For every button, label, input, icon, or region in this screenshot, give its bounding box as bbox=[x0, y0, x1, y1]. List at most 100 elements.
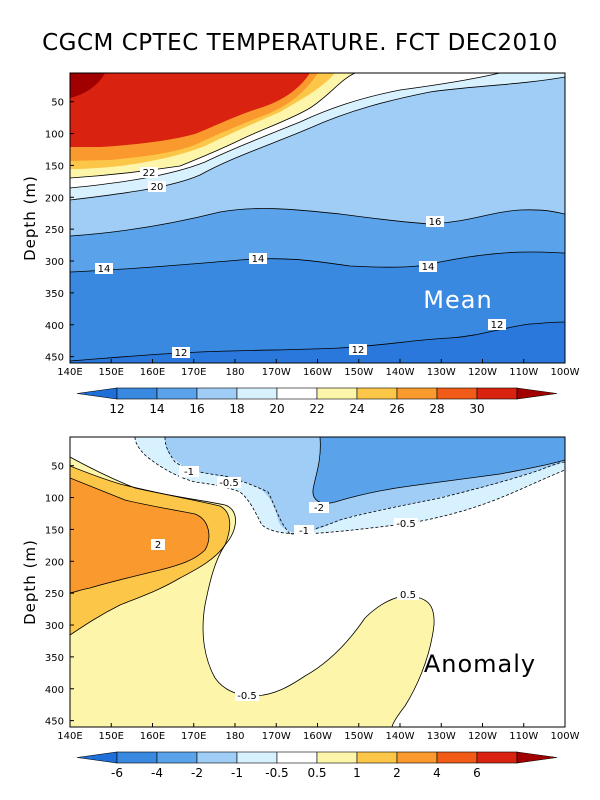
colorbar-swatch bbox=[476, 387, 518, 400]
x-tick-label: 170E bbox=[181, 731, 206, 742]
colorbar-level-label: -6 bbox=[111, 766, 123, 780]
x-tick-label: 170W bbox=[262, 367, 291, 378]
colorbar-swatch bbox=[516, 387, 558, 400]
x-tick-label: 180 bbox=[225, 367, 244, 378]
colorbar-level-label: -4 bbox=[151, 766, 163, 780]
x-tick-label: 140W bbox=[386, 731, 415, 742]
contour-label: 12 bbox=[175, 348, 188, 359]
field-plus-2 bbox=[70, 478, 209, 593]
colorbar-level-label: -0.5 bbox=[265, 766, 288, 780]
x-tick-label: 120W bbox=[468, 731, 497, 742]
colorbar-level-label: 20 bbox=[269, 402, 284, 416]
x-tick-label: 110W bbox=[509, 731, 538, 742]
mean-panel-label: Mean bbox=[423, 286, 492, 314]
colorbar-level-label: 14 bbox=[149, 402, 164, 416]
colorbar-level-label: 24 bbox=[349, 402, 364, 416]
colorbar-swatch bbox=[396, 387, 438, 400]
y-tick-label: 400 bbox=[45, 321, 64, 332]
anomaly-panel: -1 -0.5 -2 -1 -0.5 2 0.5 -0.5 Anomaly 14… bbox=[21, 436, 580, 780]
y-tick-label: 300 bbox=[45, 621, 64, 632]
y-tick-label: 50 bbox=[51, 462, 64, 473]
field-30-plus bbox=[70, 73, 310, 147]
colorbar-swatch bbox=[516, 751, 558, 764]
contour-label: -0.5 bbox=[237, 691, 257, 702]
mean-panel: 22 20 16 14 14 14 12 12 12 Mean 140E 150 bbox=[21, 72, 580, 416]
colorbar-level-label: 0.5 bbox=[307, 766, 326, 780]
y-tick-label: 250 bbox=[45, 589, 64, 600]
contour-label: 2 bbox=[155, 540, 161, 551]
x-tick-label: 140E bbox=[57, 367, 82, 378]
contour-label: 12 bbox=[352, 345, 365, 356]
colorbar-level-label: 6 bbox=[473, 766, 481, 780]
contour-label: -0.5 bbox=[219, 478, 239, 489]
anomaly-colorbar: -6 -4 -2 -1 -0.5 0.5 1 2 4 6 bbox=[76, 751, 558, 780]
colorbar-swatch bbox=[76, 387, 118, 400]
colorbar-level-label: 2 bbox=[393, 766, 401, 780]
contour-label: -1 bbox=[299, 526, 309, 537]
colorbar-swatch bbox=[196, 751, 238, 764]
x-tick-label: 170W bbox=[262, 731, 291, 742]
chart-title: CGCM CPTEC TEMPERATURE. FCT DEC2010 bbox=[42, 30, 558, 56]
colorbar-swatch bbox=[276, 751, 318, 764]
contour-label: 0.5 bbox=[400, 590, 416, 601]
field-14-16 bbox=[70, 252, 565, 363]
x-tick-label: 140W bbox=[386, 367, 415, 378]
x-tick-label: 130W bbox=[427, 731, 456, 742]
x-tick-label: 120W bbox=[468, 367, 497, 378]
contour-label: 20 bbox=[151, 182, 164, 193]
y-tick-label: 200 bbox=[45, 193, 64, 204]
x-tick-label: 100W bbox=[551, 367, 580, 378]
mean-axis-ticks: 140E 150E 160E 170E 180 170W 160W 150W 140W 130W 1… bbox=[45, 98, 580, 378]
x-tick-label: 150W bbox=[344, 731, 373, 742]
colorbar-swatch bbox=[476, 751, 518, 764]
mean-y-axis-label: Depth (m) bbox=[21, 175, 39, 261]
colorbar-swatch bbox=[356, 751, 398, 764]
contour-labels-anomaly: -1 -0.5 -2 -1 -0.5 2 0.5 -0.5 bbox=[151, 466, 419, 702]
colorbar-swatch bbox=[196, 387, 238, 400]
contour-label: 16 bbox=[429, 217, 442, 228]
colorbar-level-label: 22 bbox=[309, 402, 324, 416]
contour-label: -1 bbox=[184, 467, 194, 478]
colorbar-level-label: -1 bbox=[231, 766, 243, 780]
colorbar-swatch bbox=[356, 387, 398, 400]
x-tick-label: 110W bbox=[509, 367, 538, 378]
colorbar-level-label: -2 bbox=[191, 766, 203, 780]
colorbar-swatch bbox=[436, 387, 478, 400]
colorbar-level-label: 16 bbox=[189, 402, 204, 416]
colorbar-swatch bbox=[396, 751, 438, 764]
x-tick-label: 160W bbox=[303, 731, 332, 742]
colorbar-level-label: 1 bbox=[353, 766, 361, 780]
x-tick-label: 150E bbox=[99, 731, 124, 742]
y-tick-label: 50 bbox=[51, 98, 64, 109]
colorbar-level-label: 4 bbox=[433, 766, 441, 780]
contour-label: -2 bbox=[314, 503, 324, 514]
contour-label: -0.5 bbox=[396, 519, 416, 530]
x-tick-label: 170E bbox=[181, 367, 206, 378]
mean-colorbar: 12 14 16 18 20 22 24 26 28 30 bbox=[76, 387, 558, 416]
x-tick-label: 180 bbox=[225, 731, 244, 742]
x-tick-label: 160E bbox=[140, 367, 165, 378]
contour-label: 22 bbox=[143, 168, 156, 179]
y-tick-label: 100 bbox=[45, 494, 64, 505]
colorbar-swatch bbox=[316, 387, 358, 400]
y-tick-label: 300 bbox=[45, 257, 64, 268]
anomaly-y-axis-label: Depth (m) bbox=[21, 539, 39, 625]
colorbar-swatch bbox=[156, 751, 198, 764]
colorbar-level-label: 12 bbox=[109, 402, 124, 416]
x-tick-label: 140E bbox=[57, 731, 82, 742]
y-tick-label: 200 bbox=[45, 557, 64, 568]
y-tick-label: 350 bbox=[45, 653, 64, 664]
y-tick-label: 100 bbox=[45, 130, 64, 141]
y-tick-label: 250 bbox=[45, 225, 64, 236]
contour-label: 14 bbox=[98, 264, 111, 275]
colorbar-swatch bbox=[236, 751, 278, 764]
x-tick-label: 160W bbox=[303, 367, 332, 378]
colorbar-swatch bbox=[316, 751, 358, 764]
anomaly-axis-ticks: 140E 150E 160E 170E 180 170W 160W 150W 140W 130W 1… bbox=[45, 462, 580, 742]
y-tick-label: 150 bbox=[45, 525, 64, 536]
contour-label: 12 bbox=[491, 320, 504, 331]
field-12-14 bbox=[70, 322, 565, 363]
colorbar-swatch bbox=[156, 387, 198, 400]
colorbar-level-label: 18 bbox=[229, 402, 244, 416]
